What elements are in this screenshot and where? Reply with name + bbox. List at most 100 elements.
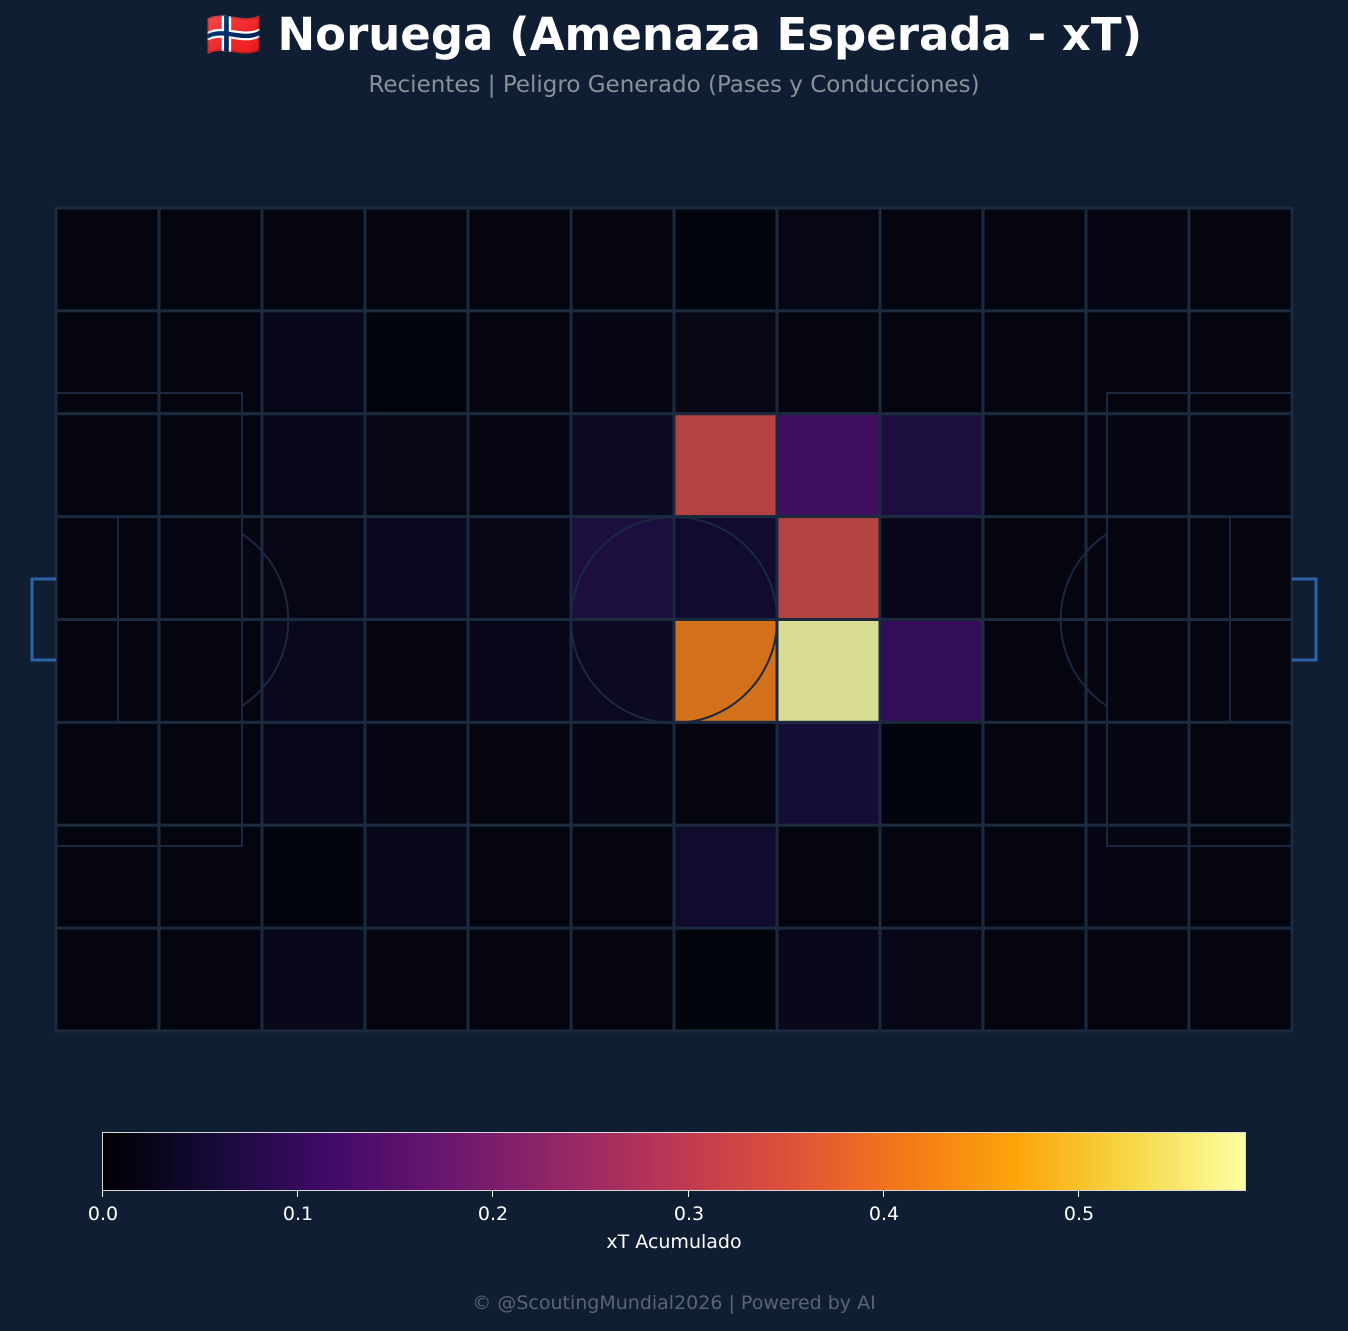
heatmap-cell: [363, 618, 470, 724]
heatmap-cell: [157, 206, 264, 313]
heatmap-cell: [1084, 720, 1191, 827]
heatmap-cell: [1187, 412, 1294, 519]
heatmap-cell: [1187, 206, 1294, 313]
heatmap-cell: [672, 823, 779, 930]
heatmap-cell: [672, 309, 779, 416]
heatmap-cell: [775, 618, 882, 724]
heatmap-cell: [672, 206, 779, 313]
heatmap-cell: [1084, 618, 1191, 724]
heatmap-cell: [775, 926, 882, 1033]
chart-subtitle: Recientes | Peligro Generado (Pases y Co…: [368, 72, 980, 98]
heatmap-cell: [672, 926, 779, 1033]
left-goal: [30, 577, 56, 662]
heatmap-cell: [54, 206, 161, 313]
heatmap-cell: [54, 515, 161, 622]
right-goal: [1292, 577, 1318, 662]
chart-title: 🇳🇴 Noruega (Amenaza Esperada - xT): [205, 8, 1143, 61]
heatmap-cell: [54, 823, 161, 930]
heatmap-cell: [466, 926, 573, 1033]
left-penalty-arc: [241, 533, 290, 707]
heatmap-cell: [1187, 618, 1294, 724]
heatmap-cell: [157, 823, 264, 930]
heatmap-cell: [466, 720, 573, 827]
footer-credit: © @ScoutingMundial2026 | Powered by AI: [472, 1292, 876, 1314]
heatmap-cell: [981, 412, 1088, 519]
heatmap-cell: [981, 515, 1088, 622]
heatmap-cell: [54, 412, 161, 519]
heatmap-cell: [363, 720, 470, 827]
heatmap-cell: [1187, 720, 1294, 827]
heatmap-cell: [672, 618, 779, 724]
heatmap-cell: [157, 309, 264, 416]
heatmap-cell: [569, 206, 676, 313]
heatmap-cell: [775, 309, 882, 416]
colorbar-label: xT Acumulado: [606, 1231, 742, 1253]
heatmap-cells: [54, 206, 1294, 1033]
heatmap-cell: [569, 926, 676, 1033]
colorbar: [103, 1133, 1245, 1190]
heatmap-cell: [1084, 309, 1191, 416]
colorbar-tick-label: 0.1: [282, 1203, 314, 1225]
heatmap-cell: [54, 309, 161, 416]
heatmap-cell: [672, 412, 779, 519]
heatmap-cell: [1187, 309, 1294, 416]
heatmap-cell: [466, 412, 573, 519]
heatmap-cell: [775, 515, 882, 622]
heatmap-cell: [878, 515, 985, 622]
heatmap-cell: [878, 926, 985, 1033]
heatmap-cell: [54, 618, 161, 724]
heatmap-cell: [878, 309, 985, 416]
colorbar-tick-mark: [883, 1191, 884, 1197]
heatmap-cell: [672, 720, 779, 827]
colorbar-tick-label: 0.0: [87, 1203, 119, 1225]
heatmap-cell: [260, 720, 367, 827]
heatmap-cell: [1084, 823, 1191, 930]
heatmap-cell: [157, 412, 264, 519]
heatmap-cell: [54, 926, 161, 1033]
heatmap-cell: [466, 823, 573, 930]
heatmap-cell: [981, 618, 1088, 724]
heatmap-cell: [363, 412, 470, 519]
heatmap-cell: [981, 720, 1088, 827]
heatmap-cell: [775, 720, 882, 827]
heatmap-cell: [466, 618, 573, 724]
colorbar-tick-label: 0.3: [673, 1203, 705, 1225]
heatmap-cell: [157, 926, 264, 1033]
heatmap-cell: [260, 515, 367, 622]
heatmap-cell: [157, 618, 264, 724]
heatmap-cell: [363, 515, 470, 622]
heatmap-cell: [981, 309, 1088, 416]
heatmap-cell: [878, 720, 985, 827]
right-penalty-arc: [1059, 533, 1108, 707]
heatmap-cell: [672, 515, 779, 622]
heatmap-cell: [466, 309, 573, 416]
heatmap-cell: [569, 309, 676, 416]
heatmap-cell: [1187, 823, 1294, 930]
heatmap-cell: [775, 823, 882, 930]
colorbar-frame: [102, 1132, 1246, 1191]
heatmap-cell: [54, 720, 161, 827]
heatmap-cell: [1084, 515, 1191, 622]
colorbar-tick-mark: [297, 1191, 298, 1197]
colorbar-tick-label: 0.5: [1063, 1203, 1095, 1225]
heatmap-cell: [260, 926, 367, 1033]
heatmap-cell: [878, 206, 985, 313]
heatmap-cell: [569, 412, 676, 519]
heatmap-cell: [569, 720, 676, 827]
heatmap-cell: [1187, 515, 1294, 622]
heatmap-cell: [878, 618, 985, 724]
heatmap-cell: [569, 823, 676, 930]
heatmap-cell: [363, 309, 470, 416]
heatmap-cell: [260, 618, 367, 724]
heatmap-cell: [363, 206, 470, 313]
heatmap-cell: [363, 926, 470, 1033]
heatmap-cell: [466, 515, 573, 622]
heatmap-cell: [466, 206, 573, 313]
heatmap-cell: [569, 618, 676, 724]
heatmap-cell: [1084, 206, 1191, 313]
colorbar-tick-label: 0.4: [868, 1203, 900, 1225]
pitch-border: [54, 206, 1294, 1033]
heatmap-cell: [569, 515, 676, 622]
heatmap-cell: [1084, 926, 1191, 1033]
